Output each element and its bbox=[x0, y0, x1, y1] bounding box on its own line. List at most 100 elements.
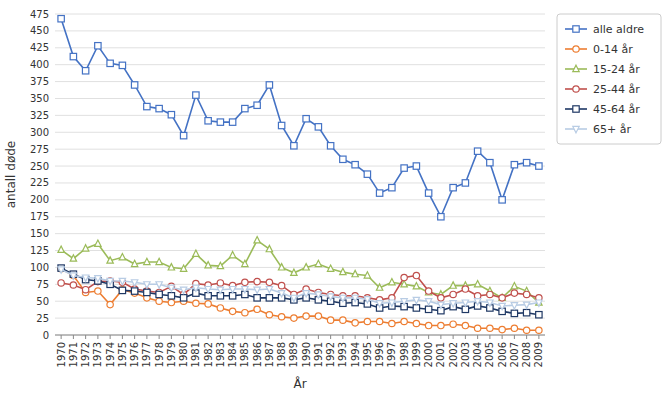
series-point bbox=[389, 184, 395, 190]
series-point bbox=[462, 300, 468, 306]
series-point bbox=[168, 299, 174, 305]
series-point bbox=[266, 279, 272, 285]
x-tick bbox=[428, 335, 429, 339]
series-point bbox=[82, 245, 88, 251]
legend-label: 65+ år bbox=[593, 123, 631, 136]
x-tick bbox=[489, 335, 490, 339]
series-point bbox=[242, 105, 248, 111]
series-point bbox=[462, 180, 468, 186]
series-point bbox=[376, 318, 382, 324]
x-tick-label: 1979 bbox=[166, 342, 177, 367]
series-point bbox=[278, 122, 284, 128]
series-point bbox=[425, 289, 431, 295]
series-point bbox=[266, 82, 272, 88]
series-point bbox=[352, 320, 358, 326]
series-point bbox=[217, 287, 223, 293]
x-tick-label: 1971 bbox=[68, 342, 79, 367]
legend-marker bbox=[573, 86, 579, 92]
series-point bbox=[536, 327, 542, 333]
series-point bbox=[229, 119, 235, 125]
series-point bbox=[131, 280, 137, 286]
y-grid-line bbox=[55, 81, 545, 82]
y-tick-label: 175 bbox=[30, 211, 49, 222]
x-tick-label: 1980 bbox=[178, 342, 189, 367]
series-point bbox=[254, 237, 260, 243]
x-tick bbox=[404, 335, 405, 339]
x-tick bbox=[416, 335, 417, 339]
x-tick-label: 1989 bbox=[288, 342, 299, 367]
x-tick bbox=[477, 335, 478, 339]
x-tick-label: 1987 bbox=[264, 342, 275, 367]
series-line bbox=[61, 269, 539, 330]
legend-marker bbox=[573, 126, 579, 132]
x-tick bbox=[379, 335, 380, 339]
series-point bbox=[95, 43, 101, 49]
x-tick-label: 1988 bbox=[276, 342, 287, 367]
x-axis-label: År bbox=[293, 376, 306, 391]
x-tick-label: 2009 bbox=[533, 342, 544, 367]
series-point bbox=[536, 312, 542, 318]
y-grid-line bbox=[55, 267, 545, 268]
series-point bbox=[450, 301, 456, 307]
series-point bbox=[413, 283, 419, 289]
series-point bbox=[474, 325, 480, 331]
x-tick bbox=[232, 335, 233, 339]
series-point bbox=[303, 291, 309, 297]
x-tick bbox=[61, 335, 62, 339]
y-grid-line bbox=[55, 14, 545, 15]
series-point bbox=[156, 298, 162, 304]
series-point bbox=[156, 291, 162, 297]
x-tick bbox=[208, 335, 209, 339]
series-point bbox=[193, 285, 199, 291]
series-point bbox=[511, 162, 517, 168]
series-point bbox=[95, 240, 101, 246]
series-point bbox=[523, 327, 529, 333]
series-point bbox=[70, 282, 76, 288]
series-point bbox=[156, 258, 162, 264]
series-line bbox=[61, 19, 539, 217]
x-tick-label: 1975 bbox=[117, 342, 128, 367]
series-point bbox=[107, 301, 113, 307]
series bbox=[58, 267, 542, 310]
series-point bbox=[180, 132, 186, 138]
series-point bbox=[180, 295, 186, 301]
series-point bbox=[340, 156, 346, 162]
series-point bbox=[205, 301, 211, 307]
series-point bbox=[499, 197, 505, 203]
legend-label: alle aldre bbox=[593, 23, 644, 36]
series-point bbox=[450, 282, 456, 288]
y-grid-line bbox=[55, 149, 545, 150]
series-point bbox=[401, 165, 407, 171]
series-point bbox=[340, 268, 346, 274]
y-tick-label: 25 bbox=[36, 313, 49, 324]
x-tick bbox=[110, 335, 111, 339]
x-tick-label: 2001 bbox=[435, 342, 446, 367]
series-point bbox=[205, 262, 211, 268]
y-tick-label: 225 bbox=[30, 177, 49, 188]
series-point bbox=[254, 295, 260, 301]
x-tick bbox=[330, 335, 331, 339]
x-tick bbox=[318, 335, 319, 339]
series-point bbox=[229, 286, 235, 292]
series-point bbox=[352, 162, 358, 168]
x-tick bbox=[159, 335, 160, 339]
x-tick-label: 1986 bbox=[252, 342, 263, 367]
series-point bbox=[499, 326, 505, 332]
legend-label: 15-24 år bbox=[593, 63, 640, 76]
series-point bbox=[58, 246, 64, 252]
series-point bbox=[523, 291, 529, 297]
x-tick-label: 1970 bbox=[56, 342, 67, 367]
x-tick-label: 2004 bbox=[472, 342, 483, 367]
x-tick bbox=[391, 335, 392, 339]
x-tick bbox=[97, 335, 98, 339]
series-point bbox=[438, 214, 444, 220]
x-tick-label: 2003 bbox=[460, 342, 471, 367]
x-tick-label: 1977 bbox=[141, 342, 152, 367]
legend: alle aldre0-14 år15-24 år25-44 år45-64 å… bbox=[557, 14, 661, 144]
series-point bbox=[266, 245, 272, 251]
x-tick-label: 1995 bbox=[362, 342, 373, 367]
y-tick-label: 375 bbox=[30, 76, 49, 87]
series-point bbox=[291, 315, 297, 321]
y-tick-label: 50 bbox=[36, 296, 49, 307]
series-point bbox=[180, 265, 186, 271]
